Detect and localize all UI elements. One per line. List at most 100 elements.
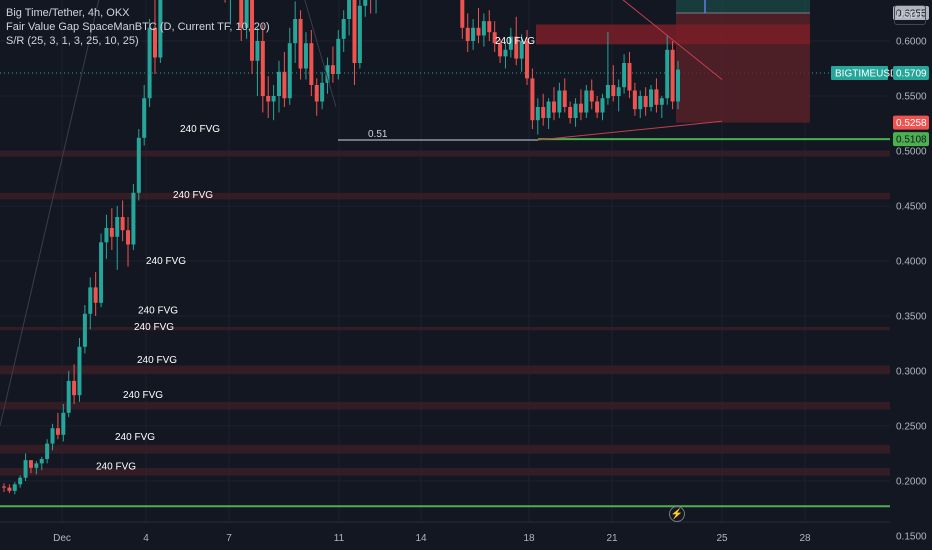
candle-body — [476, 27, 481, 36]
price-badge-label: 0.5258 — [896, 118, 927, 129]
candle-body — [622, 63, 627, 88]
candle-body — [99, 242, 104, 303]
candle-body — [7, 487, 12, 491]
candle-body — [18, 477, 23, 485]
time-tick-label: 14 — [415, 533, 427, 544]
time-tick-label: 28 — [799, 533, 811, 544]
candle-body — [152, 27, 157, 58]
candle-body — [34, 463, 39, 468]
candle-body — [616, 87, 621, 96]
time-tick-label: Dec — [53, 533, 71, 544]
price-tick-label: 0.1500 — [896, 532, 927, 543]
candle-body — [589, 90, 594, 102]
candle-body — [659, 98, 664, 105]
candle-body — [72, 380, 77, 396]
candle-body — [77, 346, 82, 396]
fvg-label: 240 FVG — [146, 256, 186, 267]
candle-body — [239, 0, 244, 28]
candle-body — [287, 43, 292, 99]
candle-body — [649, 89, 654, 107]
indicator-fvg-label[interactable]: Fair Value Gap SpaceManBTC (D, Current T… — [6, 21, 270, 33]
time-tick-label: 7 — [226, 533, 232, 544]
candle-body — [293, 19, 298, 44]
candle-body — [250, 0, 255, 61]
candle-body — [126, 230, 131, 245]
lightning-icon[interactable]: ⚡ — [669, 506, 685, 522]
price-badge — [893, 132, 929, 147]
candle-body — [627, 63, 632, 91]
candle-body — [605, 85, 610, 99]
indicator-sr-label[interactable]: S/R (25, 3, 1, 3, 25, 10, 25) — [6, 35, 139, 47]
candle-body — [320, 82, 325, 102]
candle-body — [61, 412, 66, 435]
price-tick-label: 0.5500 — [896, 92, 927, 103]
candle-body — [508, 36, 513, 50]
candle-body — [109, 228, 114, 237]
fvg-label: 240 FVG — [134, 322, 174, 333]
symbol-label: BIGTIMEUSDT — [835, 69, 903, 80]
price-tick-label: 0.2000 — [896, 477, 927, 488]
fvg-zone — [0, 192, 890, 200]
fvg-zone — [0, 365, 890, 375]
candle-body — [632, 90, 637, 110]
low-level-label: 0.51 — [368, 129, 388, 140]
fvg-label: 240 FVG — [123, 390, 163, 401]
candle-body — [282, 71, 287, 99]
time-tick-label: 4 — [143, 533, 149, 544]
candle-body — [255, 41, 260, 61]
candle-body — [568, 107, 573, 118]
fvg-label: 240 FVG — [180, 124, 220, 135]
candle-body — [50, 428, 55, 444]
fvg-zone-red — [536, 24, 810, 45]
candle-body — [136, 137, 141, 193]
candle-body — [341, 19, 346, 39]
candle-body — [514, 36, 519, 59]
candle-body — [638, 96, 643, 110]
triangle-lower-line — [537, 120, 723, 141]
candle-body — [266, 96, 271, 102]
currency-button[interactable]: USDT — [894, 5, 926, 25]
candle-body — [465, 27, 470, 41]
candle-body — [66, 380, 71, 413]
symbol-badge — [831, 66, 888, 81]
chart-title[interactable]: Big Time/Tether, 4h, OKX — [6, 7, 130, 19]
candle-body — [271, 96, 276, 102]
candle-body — [131, 192, 136, 245]
price-tick-label: 0.3000 — [896, 367, 927, 378]
fvg-zone — [0, 467, 890, 476]
candle-body — [347, 0, 352, 19]
time-tick-label: 21 — [606, 533, 618, 544]
fvg-zone — [0, 401, 890, 410]
price-tick-label: 0.6000 — [896, 37, 927, 48]
price-axis-bg — [890, 0, 932, 550]
candle-body — [28, 460, 33, 468]
candle-body — [535, 107, 540, 121]
fvg-label: 240 FVG — [138, 306, 178, 317]
price-tick-label: 0.5000 — [896, 147, 927, 158]
candle-body — [600, 98, 605, 113]
fvg-label: 240 FVG — [96, 462, 136, 473]
candle-body — [352, 0, 357, 63]
candle-body — [314, 85, 319, 102]
fvg-zone — [0, 444, 890, 454]
candle-body — [551, 101, 556, 113]
candle-body — [309, 43, 314, 85]
chart-legend: Big Time/Tether, 4h, OKX Fair Value Gap … — [6, 6, 270, 48]
candle-body — [120, 217, 125, 231]
candle-body — [298, 19, 303, 69]
fvg-label: 240 FVG — [115, 432, 155, 443]
price-tick-label: 0.2500 — [896, 422, 927, 433]
candle-body — [363, 0, 368, 6]
candle-body — [676, 69, 680, 102]
candle-body — [55, 428, 60, 435]
candle-body — [573, 103, 578, 118]
candle-body — [665, 49, 670, 99]
candle-body — [492, 32, 497, 44]
candle-body — [336, 38, 341, 74]
candle-body — [12, 484, 17, 491]
candle-body — [142, 98, 147, 138]
candle-body — [654, 89, 659, 105]
candle-body — [23, 460, 28, 478]
candle-body — [519, 41, 524, 59]
